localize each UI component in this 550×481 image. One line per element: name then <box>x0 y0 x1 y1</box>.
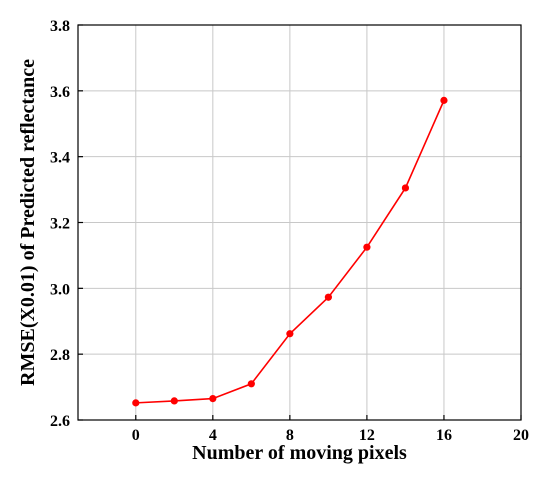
y-axis-title: RMSE(X0.01) of Predicted reflectance <box>17 59 39 386</box>
data-point <box>209 395 217 403</box>
data-point <box>440 96 448 104</box>
data-point <box>363 243 371 251</box>
y-tick-label: 3.0 <box>50 281 70 298</box>
grid <box>78 24 522 421</box>
x-tick-label: 16 <box>436 427 452 444</box>
x-tick-label: 0 <box>132 427 140 444</box>
y-tick-label: 2.8 <box>50 347 70 364</box>
data-point <box>247 380 255 388</box>
x-tick-label: 8 <box>286 427 294 444</box>
series-layer <box>132 96 448 407</box>
x-tick-label: 12 <box>359 427 375 444</box>
axis-ticks: 0 4 8 12 16 20 2.6 2.8 3.0 3.2 3.4 3.6 3.8 <box>50 18 529 444</box>
data-point <box>170 397 178 405</box>
x-tick-label: 20 <box>513 427 529 444</box>
data-point <box>324 293 332 301</box>
y-tick-label: 3.8 <box>50 18 70 35</box>
data-point <box>132 399 140 407</box>
x-axis-title: Number of moving pixels <box>192 442 407 464</box>
x-tick-label: 4 <box>209 427 217 444</box>
y-tick-label: 3.6 <box>50 84 70 101</box>
y-tick-label: 2.6 <box>50 413 70 430</box>
y-tick-label: 3.4 <box>50 150 70 167</box>
data-point <box>286 330 294 338</box>
y-tick-label: 3.2 <box>50 216 70 233</box>
data-point <box>401 184 410 192</box>
